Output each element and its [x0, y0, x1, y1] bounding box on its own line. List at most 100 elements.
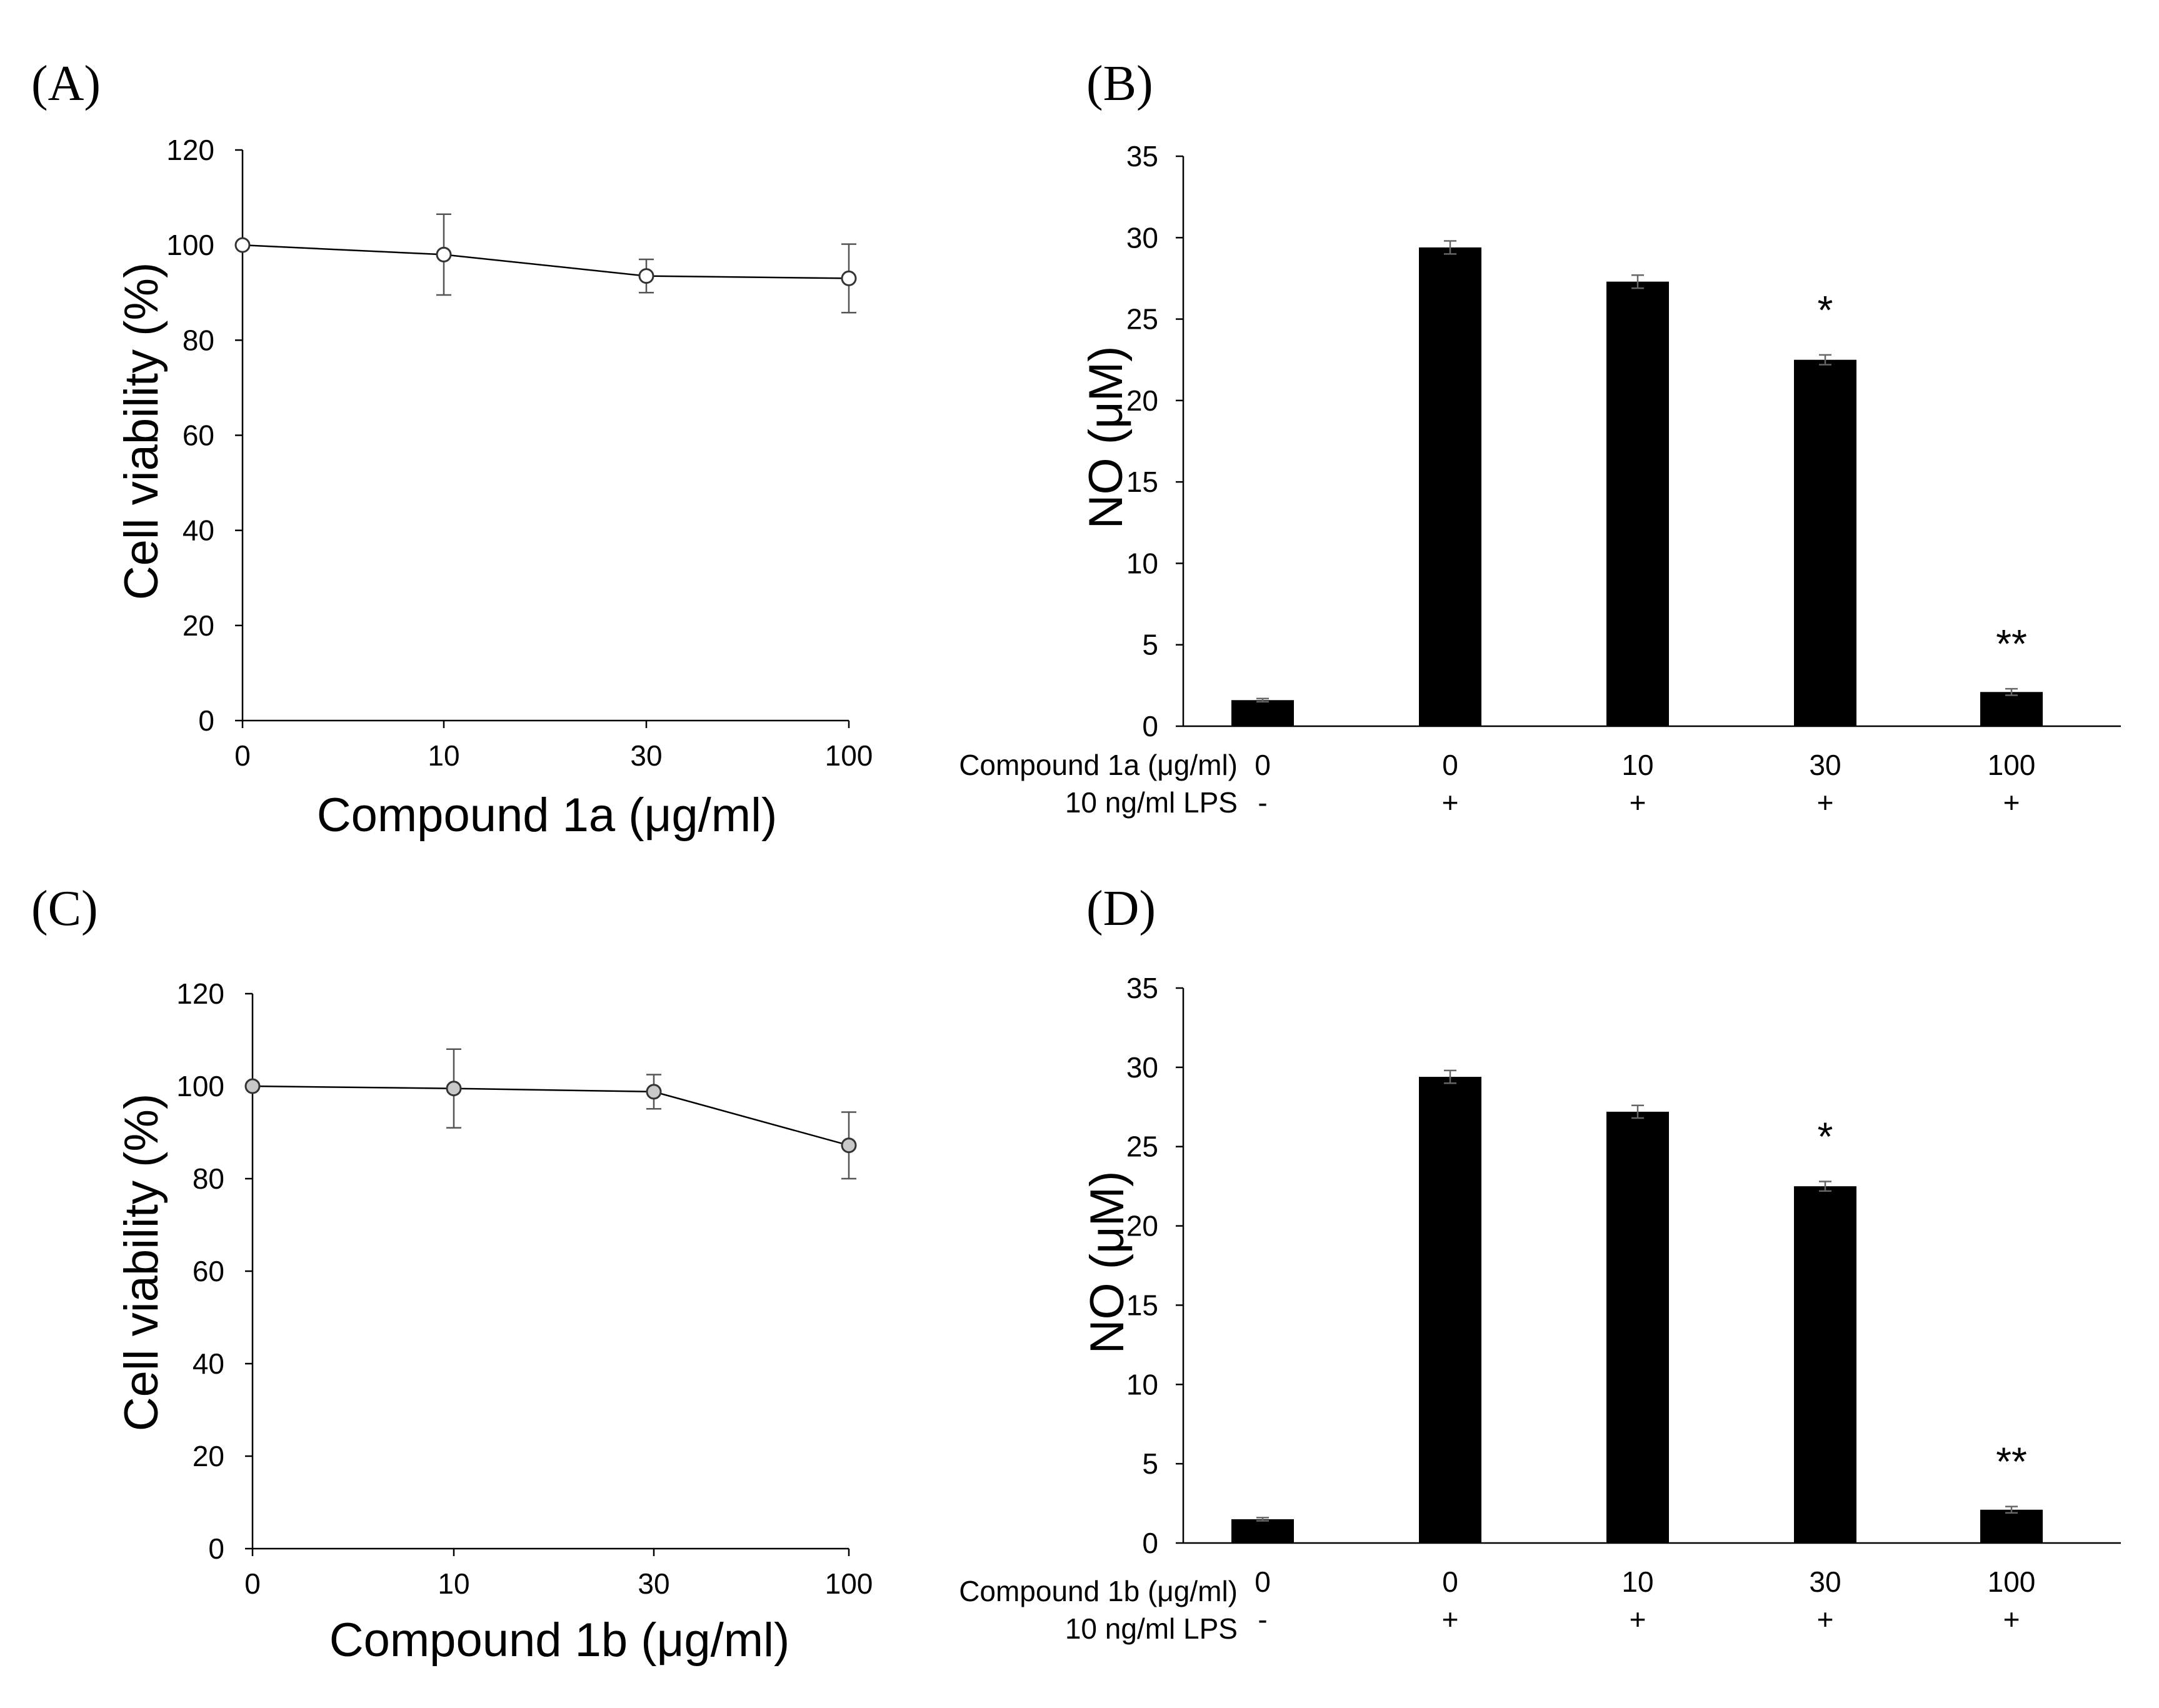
panel-c-label: (C)	[31, 881, 98, 936]
panel-c-y-tick-label: 100	[176, 1070, 224, 1102]
panel-a-x-axis-title: Compound 1a (μg/ml)	[317, 789, 778, 842]
panel-d-y-tick-label: 20	[1126, 1210, 1158, 1242]
panel-b-plot: 0 5 10 15 20 25 30 35 0 - 0 +10 +30 + * 100 + **	[1126, 140, 2121, 819]
panel-c-x-axis-title: Compound 1b (μg/ml)	[329, 1614, 790, 1667]
panel-d-y-tick-label: 30	[1126, 1051, 1158, 1084]
panel-b-lps-label: +	[2003, 786, 2020, 819]
panel-d-label: (D)	[1086, 881, 1156, 936]
panel-d-y-tick-label: 0	[1142, 1527, 1158, 1559]
panel-b-compound-dose-label: 30	[1809, 749, 1841, 781]
panel-c-data-point	[446, 1081, 462, 1097]
panel-b-y-tick-label: 5	[1142, 629, 1158, 661]
panel-d-y-tick-label: 10	[1126, 1368, 1158, 1401]
panel-d-row-label-lps: 10 ng/ml LPS	[1065, 1612, 1238, 1645]
panel-d-lps-label: +	[1630, 1603, 1646, 1636]
panel-b-bar	[1231, 700, 1294, 726]
panel-c: (C) Cell viability (%) Compound 1b (μg/m…	[31, 881, 873, 1667]
panel-b-lps-label: +	[1442, 786, 1459, 819]
panel-a-data-point	[234, 237, 251, 253]
panel-b-bar	[1794, 359, 1856, 726]
panel-d-y-tick-label: 25	[1126, 1131, 1158, 1163]
panel-b-row-label-lps: 10 ng/ml LPS	[1065, 786, 1238, 819]
panel-b-y-tick-label: 20	[1126, 384, 1158, 417]
panel-d-y-axis-title: NO (μM)	[1081, 1171, 1134, 1354]
panel-c-plot: 0 20 40 60 80 100 120 0 10 30 100	[176, 977, 873, 1600]
panel-b-lps-label: +	[1630, 786, 1646, 819]
panel-d-bar	[1231, 1519, 1294, 1543]
panel-a-label: (A)	[31, 56, 101, 111]
panel-b-compound-dose-label: 10	[1621, 749, 1653, 781]
panel-c-y-tick-label: 120	[176, 977, 224, 1010]
panel-b-row-label-compound: Compound 1a (μg/ml)	[959, 749, 1238, 781]
panel-b-significance-marker: **	[1996, 621, 2027, 666]
panel-b-y-tick-label: 25	[1126, 303, 1158, 336]
panel-d-bar	[1980, 1509, 2043, 1543]
panel-d-compound-dose-label: 100	[1988, 1566, 2036, 1598]
panel-a-y-tick-label: 60	[183, 419, 214, 452]
panel-c-y-tick-label: 0	[208, 1532, 224, 1565]
panel-c-y-tick-label: 80	[193, 1162, 224, 1195]
panel-b-compound-dose-label: 0	[1255, 749, 1271, 781]
panel-c-data-point	[244, 1078, 261, 1094]
panel-c-y-tick-label: 40	[193, 1347, 224, 1380]
panel-d-lps-label: +	[1817, 1603, 1834, 1636]
panel-d-lps-label: -	[1258, 1603, 1267, 1636]
panel-d-lps-label: +	[2003, 1603, 2020, 1636]
panel-c-y-tick-label: 20	[193, 1440, 224, 1472]
panel-c-x-tick-label: 0	[244, 1567, 261, 1600]
panel-a-x-tick-label: 10	[428, 739, 459, 772]
panel-b-bar	[1419, 247, 1481, 726]
panel-a-data-point	[841, 270, 857, 286]
panel-b-label: (B)	[1086, 56, 1153, 111]
panel-d-y-tick-label: 5	[1142, 1447, 1158, 1480]
panel-a-x-tick-label: 30	[630, 739, 662, 772]
panel-d-compound-dose-label: 0	[1442, 1566, 1458, 1598]
panel-b-bar	[1980, 692, 2043, 726]
panel-d-bar	[1419, 1077, 1481, 1543]
panel-a-y-axis-title: Cell viability (%)	[115, 262, 168, 601]
panel-c-data-point	[646, 1084, 662, 1100]
panel-a-y-tick-label: 40	[183, 514, 214, 547]
panel-d-y-tick-label: 35	[1126, 972, 1158, 1004]
panel-a-data-point	[436, 246, 452, 262]
panel-b-y-tick-label: 30	[1126, 221, 1158, 254]
panel-b-lps-label: -	[1258, 786, 1267, 819]
panel-d-compound-dose-label: 0	[1255, 1566, 1271, 1598]
panel-d-lps-label: +	[1442, 1603, 1459, 1636]
panel-b-lps-label: +	[1817, 786, 1834, 819]
panel-b-compound-dose-label: 0	[1442, 749, 1458, 781]
panel-d-significance-marker: *	[1818, 1114, 1833, 1159]
panel-d: (D) NO (μM) Compound 1b (μg/ml) 10 ng/ml…	[959, 881, 2121, 1645]
panel-d-plot: 0 5 10 15 20 25 30 35 0 - 0 +10 +30 + * 100 + **	[1126, 972, 2121, 1636]
panel-a-y-tick-label: 0	[198, 704, 214, 737]
panel-c-y-axis-title: Cell viability (%)	[115, 1094, 168, 1432]
panel-a: (A) Cell viability (%) Compound 1a (μg/m…	[31, 56, 873, 842]
panel-d-bar	[1606, 1111, 1669, 1543]
panel-c-x-tick-label: 100	[825, 1567, 873, 1600]
panel-c-x-tick-label: 30	[638, 1567, 669, 1600]
panel-d-significance-marker: **	[1996, 1439, 2027, 1484]
panel-b-y-axis-title: NO (μM)	[1080, 346, 1133, 529]
panel-a-x-tick-label: 100	[825, 739, 873, 772]
panel-b-y-tick-label: 35	[1126, 140, 1158, 172]
panel-c-y-tick-label: 60	[193, 1255, 224, 1287]
panel-a-y-tick-label: 120	[166, 134, 214, 166]
panel-a-x-tick-label: 0	[234, 739, 251, 772]
panel-d-row-label-compound: Compound 1b (μg/ml)	[959, 1575, 1238, 1607]
panel-c-series-line	[252, 1085, 849, 1146]
panel-b: (B) NO (μM) Compound 1a (μg/ml) 10 ng/ml…	[959, 56, 2121, 819]
panel-a-y-tick-label: 100	[166, 229, 214, 261]
panel-b-compound-dose-label: 100	[1988, 749, 2036, 781]
panel-c-data-point	[841, 1137, 857, 1154]
panel-a-plot: 0 20 40 60 80 100 120 0 10 30 100	[166, 134, 873, 772]
panel-a-series-line	[242, 244, 849, 279]
panel-b-bar	[1606, 281, 1669, 726]
panel-c-x-tick-label: 10	[438, 1567, 469, 1600]
panel-a-y-tick-label: 20	[183, 609, 214, 642]
panel-d-y-tick-label: 15	[1126, 1289, 1158, 1321]
panel-b-y-tick-label: 0	[1142, 710, 1158, 742]
panel-d-compound-dose-label: 30	[1809, 1566, 1841, 1598]
panel-b-y-tick-label: 10	[1126, 547, 1158, 579]
panel-b-y-tick-label: 15	[1126, 466, 1158, 498]
